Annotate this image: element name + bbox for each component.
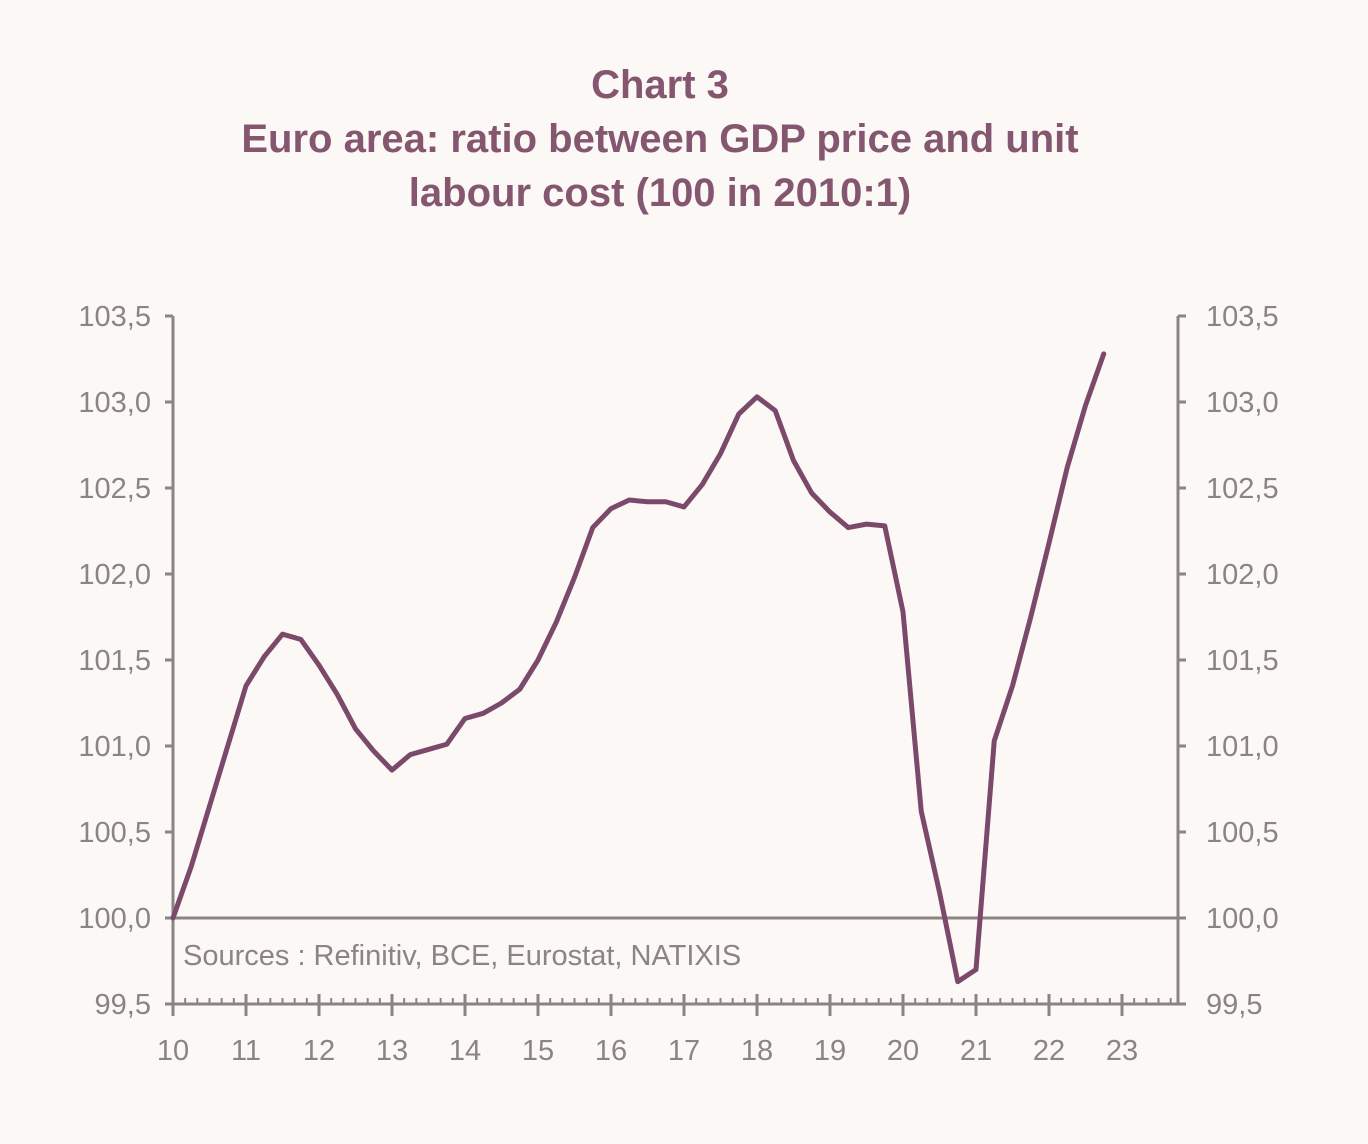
x-tick-label: 20 (887, 1035, 919, 1067)
y-tick-label-left: 103,0 (78, 387, 151, 419)
y-tick-label-right: 102,5 (1206, 473, 1279, 505)
y-tick-label-right: 99,5 (1206, 989, 1262, 1021)
y-tick-label-left: 100,0 (78, 903, 151, 935)
x-tick-label: 19 (814, 1035, 846, 1067)
x-tick-label: 18 (741, 1035, 773, 1067)
x-tick-label: 13 (376, 1035, 408, 1067)
x-tick-label: 11 (231, 1035, 261, 1067)
y-tick-label-left: 101,0 (78, 731, 151, 763)
x-tick-label: 10 (157, 1035, 189, 1067)
y-tick-label-right: 103,5 (1206, 301, 1279, 333)
x-tick-label: 16 (595, 1035, 627, 1067)
y-tick-label-left: 101,5 (78, 645, 151, 677)
x-tick-label: 14 (449, 1035, 481, 1067)
x-tick-label: 17 (668, 1035, 700, 1067)
y-tick-label-right: 103,0 (1206, 387, 1279, 419)
chart-subtitle: Euro area: ratio between GDP price and u… (241, 117, 1079, 215)
y-tick-label-right: 100,0 (1206, 903, 1279, 935)
y-tick-label-left: 102,5 (78, 473, 151, 505)
y-tick-label-left: 102,0 (78, 559, 151, 591)
y-tick-label-left: 99,5 (95, 989, 151, 1021)
x-tick-label: 21 (960, 1035, 992, 1067)
y-tick-label-right: 101,5 (1206, 645, 1279, 677)
sources-annotation: Sources : Refinitiv, BCE, Eurostat, NATI… (183, 940, 741, 972)
x-tick-label: 22 (1033, 1035, 1065, 1067)
x-tick-label: 23 (1106, 1035, 1138, 1067)
y-tick-label-right: 101,0 (1206, 731, 1279, 763)
x-tick-label: 15 (522, 1035, 554, 1067)
y-tick-label-right: 100,5 (1206, 817, 1279, 849)
y-tick-label-left: 103,5 (78, 301, 151, 333)
chart-title: Chart 3 (591, 63, 729, 107)
x-tick-label: 12 (303, 1035, 335, 1067)
series-line (170, 351, 1107, 985)
y-tick-label-left: 100,5 (78, 817, 151, 849)
y-tick-label-right: 102,0 (1206, 559, 1279, 591)
